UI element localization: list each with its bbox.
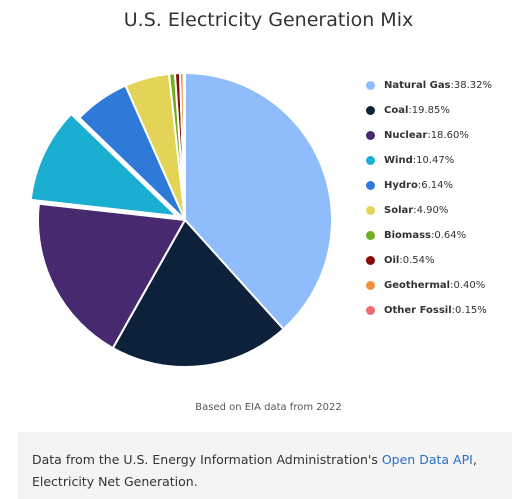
legend-item-solar[interactable]: Solar: 4.90%: [366, 198, 492, 223]
legend-value: 19.85%: [411, 105, 450, 116]
pie-slice-other-fossil[interactable]: [182, 71, 186, 221]
legend-swatch: [366, 181, 375, 190]
legend-label: Nuclear: [384, 130, 428, 141]
legend-value: 10.47%: [416, 155, 455, 166]
legend-item-biomass[interactable]: Biomass: 0.64%: [366, 223, 492, 248]
legend-label: Wind: [384, 155, 413, 166]
legend-value: 0.40%: [453, 280, 486, 291]
legend-value: 0.64%: [434, 230, 467, 241]
legend-swatch: [366, 106, 375, 115]
pie-slices: [29, 71, 333, 368]
legend-label: Other Fossil: [384, 305, 452, 316]
legend-value: 0.15%: [455, 305, 487, 316]
legend-item-hydro[interactable]: Hydro: 6.14%: [366, 173, 492, 198]
legend-separator: :: [451, 305, 456, 316]
footer-text-after: ,: [472, 452, 477, 467]
legend-item-coal[interactable]: Coal: 19.85%: [366, 98, 492, 123]
legend-separator: :: [450, 280, 454, 291]
legend-item-nuclear[interactable]: Nuclear: 18.60%: [366, 123, 492, 148]
footer-note: Data from the U.S. Energy Information Ad…: [18, 432, 512, 499]
legend-separator: :: [450, 80, 454, 91]
chart-legend: Natural Gas: 38.32% Coal: 19.85% Nuclear: …: [366, 73, 492, 323]
legend-separator: :: [431, 230, 435, 241]
legend-label: Biomass: [384, 230, 431, 241]
legend-item-natural-gas[interactable]: Natural Gas: 38.32%: [366, 73, 492, 98]
pie-chart: [29, 71, 333, 368]
legend-value: 0.54%: [402, 255, 435, 266]
legend-separator: :: [412, 155, 417, 166]
legend-separator: :: [399, 255, 403, 266]
pie-slice-coal[interactable]: [111, 219, 285, 368]
legend-separator: :: [408, 105, 412, 116]
legend-value: 6.14%: [421, 180, 454, 191]
legend-separator: :: [427, 130, 431, 141]
legend-label: Geothermal: [384, 280, 451, 291]
legend-swatch: [366, 81, 375, 90]
footer-line-2: Electricity Net Generation.: [32, 474, 198, 489]
pie-slice-nuclear[interactable]: [37, 202, 186, 350]
legend-swatch: [366, 206, 375, 215]
footer-line-1: Data from the U.S. Energy Information Ad…: [32, 449, 498, 471]
open-data-api-link[interactable]: Open Data API: [381, 452, 473, 467]
legend-separator: :: [417, 180, 422, 191]
legend-label: Solar: [384, 205, 414, 216]
legend-value: 4.90%: [416, 205, 449, 216]
legend-swatch: [366, 156, 375, 165]
source-note: Based on EIA data from 2022: [195, 402, 342, 413]
chart-title: U.S. Electricity Generation Mix: [123, 9, 414, 31]
legend-swatch: [366, 231, 375, 240]
legend-separator: :: [413, 205, 417, 216]
legend-item-wind[interactable]: Wind: 10.47%: [366, 148, 492, 173]
legend-value: 38.32%: [453, 80, 493, 91]
legend-item-oil[interactable]: Oil: 0.54%: [366, 248, 492, 273]
footer-text: Data from the U.S. Energy Information Ad…: [32, 452, 382, 467]
pie-slice-natural-gas[interactable]: [184, 72, 333, 331]
legend-label: Oil: [384, 255, 400, 266]
legend-label: Natural Gas: [384, 80, 451, 91]
legend-item-other-fossil[interactable]: Other Fossil: 0.15%: [366, 298, 492, 323]
legend-value: 18.60%: [430, 130, 469, 141]
legend-item-geothermal[interactable]: Geothermal: 0.40%: [366, 273, 492, 298]
legend-label: Hydro: [384, 180, 418, 191]
legend-label: Coal: [384, 105, 409, 116]
legend-swatch: [366, 131, 375, 140]
pie-slice-wind[interactable]: [29, 112, 178, 218]
legend-swatch: [366, 306, 375, 315]
legend-swatch: [366, 256, 375, 265]
legend-swatch: [366, 281, 375, 290]
